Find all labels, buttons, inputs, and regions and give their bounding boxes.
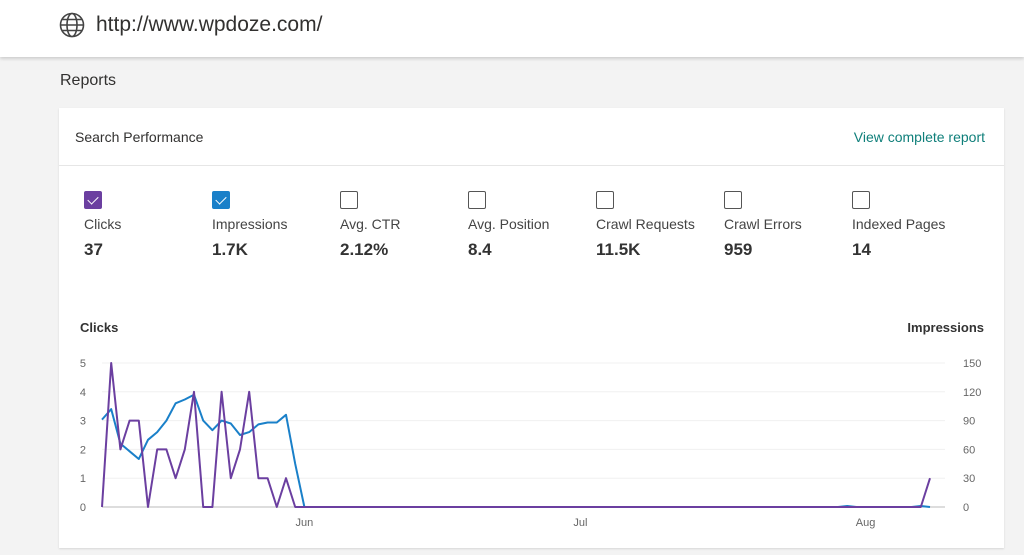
y-tick-right: 150	[963, 358, 981, 370]
metric-checkbox[interactable]	[468, 191, 486, 209]
metric-checkbox[interactable]	[340, 191, 358, 209]
metric-checkbox[interactable]	[724, 191, 742, 209]
y-tick-left: 1	[80, 473, 86, 485]
site-header: http://www.wpdoze.com/	[0, 0, 1024, 57]
metric-indexed-pages: Indexed Pages 14	[852, 191, 972, 260]
globe-icon	[59, 12, 85, 38]
left-axis-title: Clicks	[80, 320, 119, 335]
metric-label: Impressions	[212, 216, 288, 232]
metric-clicks: Clicks 37	[84, 191, 204, 260]
x-tick: Jun	[296, 517, 314, 529]
metric-crawl-errors: Crawl Errors 959	[724, 191, 844, 260]
y-tick-left: 0	[80, 502, 86, 514]
search-performance-card: Search Performance View complete report …	[59, 108, 1004, 548]
y-tick-left: 4	[80, 387, 86, 399]
y-tick-right: 120	[963, 387, 981, 399]
metric-value: 2.12%	[340, 240, 389, 259]
x-tick: Aug	[856, 517, 876, 529]
y-tick-right: 30	[963, 473, 975, 485]
metric-checkbox[interactable]	[212, 191, 230, 209]
y-tick-right: 90	[963, 416, 975, 428]
view-complete-report-link[interactable]: View complete report	[853, 129, 985, 145]
right-axis-title: Impressions	[907, 320, 984, 335]
metric-value: 959	[724, 240, 753, 259]
y-tick-left: 3	[80, 416, 86, 428]
metric-value: 11.5K	[596, 240, 641, 259]
metric-checkbox[interactable]	[596, 191, 614, 209]
y-tick-left: 5	[80, 358, 86, 370]
metric-label: Indexed Pages	[852, 216, 946, 232]
metric-checkbox[interactable]	[84, 191, 102, 209]
card-header: Search Performance View complete report	[59, 108, 1004, 166]
metric-label: Crawl Errors	[724, 216, 802, 232]
y-tick-left: 2	[80, 444, 86, 456]
metric-label: Crawl Requests	[596, 216, 695, 232]
y-tick-right: 0	[963, 502, 969, 514]
metric-label: Avg. CTR	[340, 216, 401, 232]
metric-crawl-requests: Crawl Requests 11.5K	[596, 191, 716, 260]
card-title: Search Performance	[75, 129, 204, 145]
metric-value: 14	[852, 240, 871, 259]
metric-value: 37	[84, 240, 103, 259]
site-url[interactable]: http://www.wpdoze.com/	[96, 13, 323, 36]
x-tick: Jul	[573, 517, 587, 529]
metric-value: 1.7K	[212, 240, 248, 259]
metric-label: Avg. Position	[468, 216, 550, 232]
metric-value: 8.4	[468, 240, 492, 259]
series-line-clicks	[101, 362, 931, 508]
series-line-impressions	[101, 393, 931, 508]
metric-impressions: Impressions 1.7K	[212, 191, 332, 260]
metric-avg-position: Avg. Position 8.4	[468, 191, 588, 260]
metric-checkbox[interactable]	[852, 191, 870, 209]
metric-label: Clicks	[84, 216, 122, 232]
metric-avg-ctr: Avg. CTR 2.12%	[340, 191, 460, 260]
y-tick-right: 60	[963, 444, 975, 456]
section-title: Reports	[60, 72, 117, 89]
